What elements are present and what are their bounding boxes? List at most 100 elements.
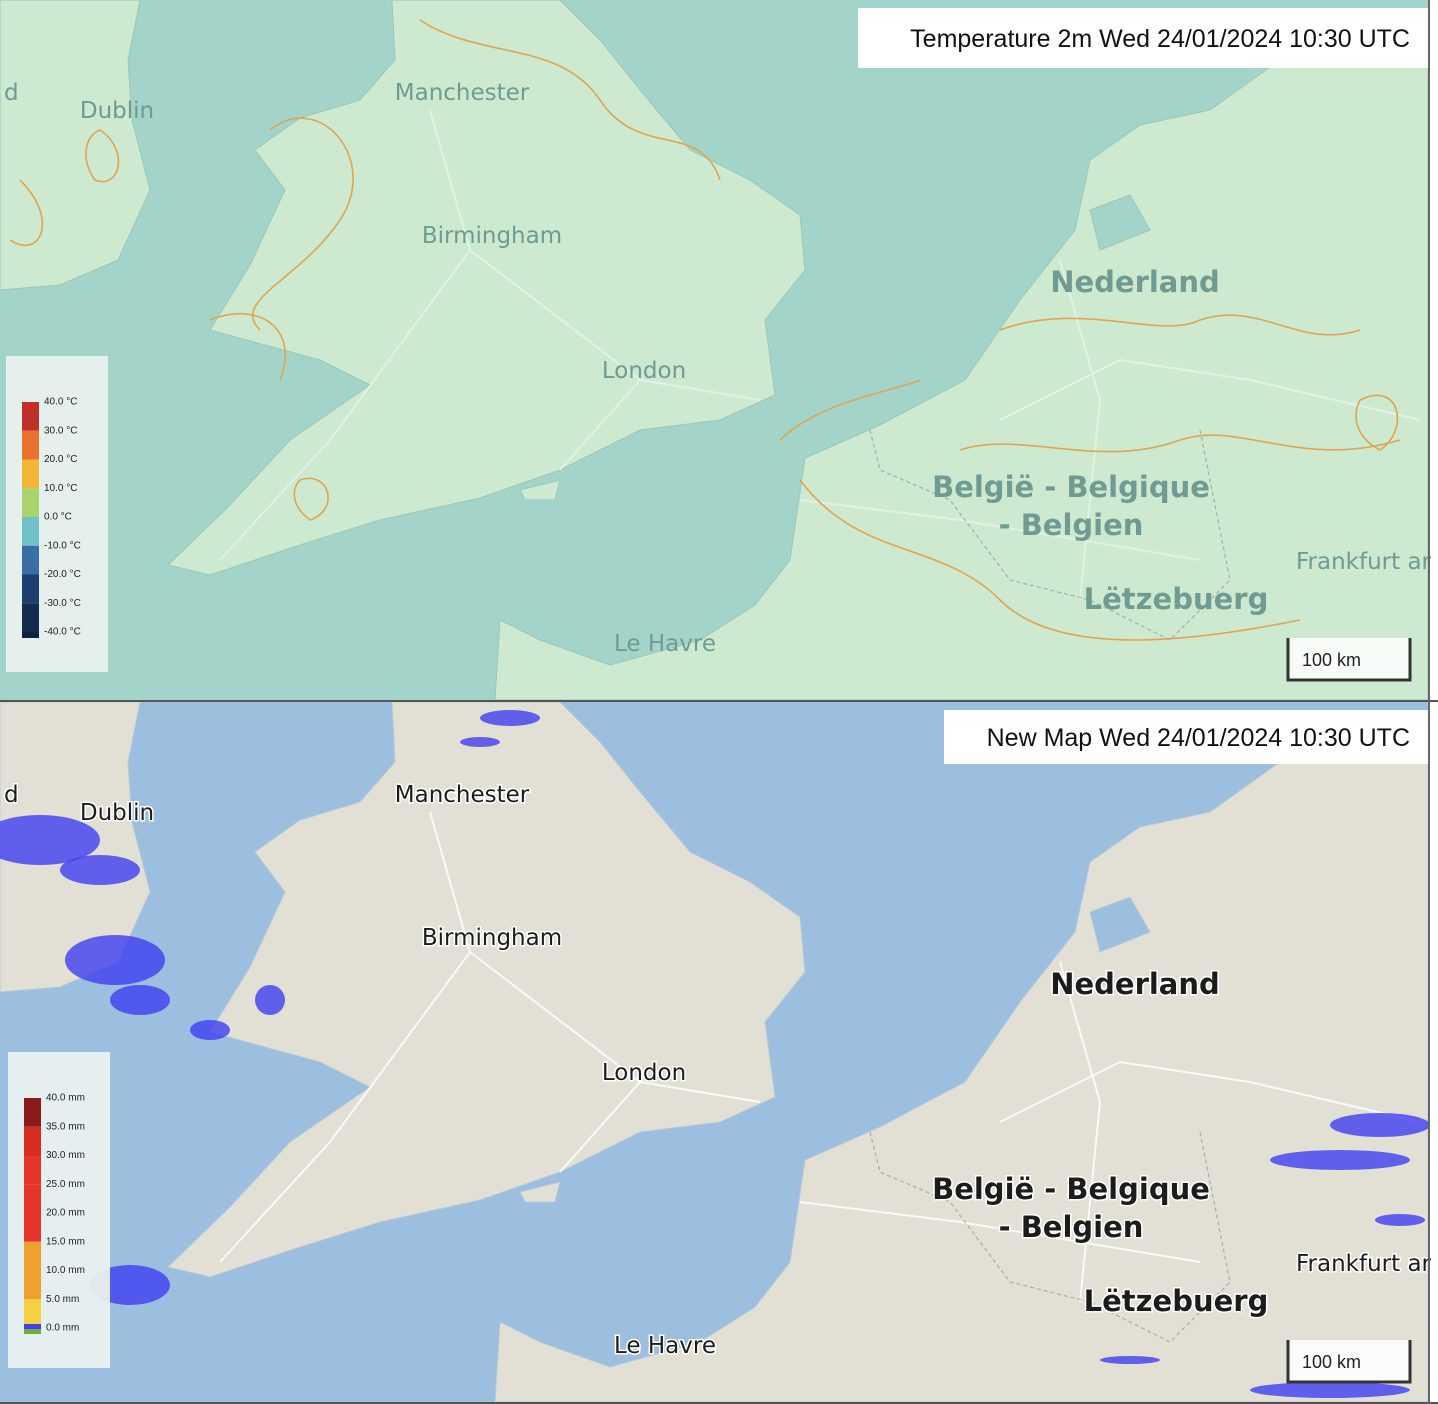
place-label: Dublin bbox=[80, 98, 154, 124]
place-label: Frankfurt ar bbox=[1296, 549, 1432, 575]
land bbox=[494, 741, 1429, 1403]
road bbox=[559, 379, 641, 471]
legend-label: 20.0 °C bbox=[44, 454, 77, 465]
place-label: Nederland bbox=[1050, 967, 1220, 1001]
legend-label: 10.0 °C bbox=[44, 483, 77, 494]
place-label: London bbox=[602, 358, 686, 384]
place-label: London bbox=[602, 1060, 686, 1086]
legend-label: 35.0 mm bbox=[46, 1121, 85, 1132]
legend-label: 0.0 mm bbox=[46, 1323, 79, 1334]
isotherm bbox=[419, 19, 721, 181]
precipitation bbox=[460, 737, 500, 747]
precipitation bbox=[1250, 1382, 1410, 1398]
road bbox=[1059, 259, 1102, 601]
place-label: Le Havre bbox=[614, 631, 716, 657]
road bbox=[799, 499, 1201, 561]
lake bbox=[1089, 896, 1151, 953]
scale-label: 100 km bbox=[1302, 1352, 1361, 1372]
isotherm bbox=[85, 129, 120, 183]
place-label: Lëtzebuerg bbox=[1084, 1284, 1269, 1318]
legend-label: 40.0 mm bbox=[46, 1093, 85, 1104]
legend-label: 30.0 °C bbox=[44, 425, 77, 436]
place-label: België - Belgique bbox=[932, 1172, 1210, 1206]
precipitation bbox=[480, 710, 540, 726]
road bbox=[999, 1060, 1421, 1123]
precipitation bbox=[60, 855, 140, 885]
legend-swatch bbox=[24, 1126, 41, 1156]
isotherm bbox=[293, 477, 329, 521]
legend-swatch bbox=[24, 1213, 41, 1242]
legend-swatch bbox=[22, 488, 39, 517]
legend-swatch bbox=[22, 459, 39, 489]
land bbox=[519, 1181, 561, 1203]
title-box bbox=[858, 8, 1428, 68]
place-label: Frankfurt ar bbox=[1296, 1251, 1432, 1277]
legend-label: 5.0 mm bbox=[46, 1294, 79, 1305]
place-label: d bbox=[4, 782, 19, 808]
legend-swatch bbox=[24, 1155, 41, 1185]
legend-swatch bbox=[24, 1324, 41, 1329]
place-label: Manchester bbox=[395, 782, 530, 808]
place-label: Nederland bbox=[1050, 265, 1220, 299]
legend-swatch bbox=[22, 517, 39, 546]
road bbox=[219, 951, 471, 1263]
legend-label: 0.0 °C bbox=[44, 512, 72, 523]
legend-swatch bbox=[24, 1328, 41, 1334]
isotherm bbox=[779, 379, 921, 441]
place-label: Lëtzebuerg bbox=[1084, 582, 1269, 616]
legend-label: -30.0 °C bbox=[44, 598, 81, 609]
title-box bbox=[944, 710, 1428, 764]
place-label: Dublin bbox=[80, 800, 154, 826]
road bbox=[219, 249, 471, 561]
isotherm bbox=[9, 179, 44, 247]
legend-label: 30.0 mm bbox=[46, 1150, 85, 1161]
legend-swatch bbox=[24, 1299, 41, 1328]
isotherm bbox=[999, 314, 1361, 336]
legend-label: -10.0 °C bbox=[44, 540, 81, 551]
legend-label: -20.0 °C bbox=[44, 569, 81, 580]
legend-swatch bbox=[22, 632, 39, 638]
legend-label: -40.0 °C bbox=[44, 627, 81, 638]
legend-swatch bbox=[24, 1098, 41, 1127]
precipitation bbox=[190, 1020, 230, 1040]
legend-swatch bbox=[22, 545, 39, 575]
legend-label: 15.0 mm bbox=[46, 1236, 85, 1247]
land bbox=[519, 479, 561, 501]
place-label: België - Belgique bbox=[932, 470, 1210, 504]
isotherm bbox=[1355, 394, 1399, 451]
road bbox=[999, 358, 1421, 421]
map-panel: d Dublin Manchester Birmingham London Nederla… bbox=[0, 702, 1438, 1404]
legend-swatch bbox=[22, 574, 39, 604]
place-label: Manchester bbox=[395, 80, 530, 106]
isotherm bbox=[209, 312, 286, 381]
road bbox=[429, 109, 761, 401]
road bbox=[429, 811, 761, 1103]
scale-box bbox=[1288, 638, 1410, 680]
precipitation bbox=[1330, 1113, 1430, 1137]
scale-bar bbox=[1286, 638, 1412, 682]
legend-label: 25.0 mm bbox=[46, 1179, 85, 1190]
map-title: Temperature 2m Wed 24/01/2024 10:30 UTC bbox=[910, 25, 1410, 53]
legend-swatch bbox=[24, 1270, 41, 1300]
place-label: - Belgien bbox=[999, 508, 1144, 542]
legend-swatch bbox=[24, 1241, 41, 1271]
precipitation bbox=[1100, 1356, 1160, 1364]
isotherm bbox=[959, 434, 1401, 453]
place-label: Birmingham bbox=[422, 223, 562, 249]
land bbox=[166, 0, 806, 576]
legend-label: 40.0 °C bbox=[44, 397, 77, 408]
legend-label: 10.0 mm bbox=[46, 1265, 85, 1276]
road bbox=[559, 1081, 641, 1173]
legend-swatch bbox=[24, 1184, 41, 1213]
place-label: Le Havre bbox=[614, 1333, 716, 1359]
scale-box bbox=[1288, 1340, 1410, 1382]
place-label: Birmingham bbox=[422, 925, 562, 951]
legend-swatch bbox=[22, 603, 39, 632]
precipitation bbox=[1270, 1150, 1410, 1170]
precipitation bbox=[65, 935, 165, 985]
map-title: New Map Wed 24/01/2024 10:30 UTC bbox=[987, 724, 1410, 752]
road bbox=[799, 1201, 1201, 1263]
legend-swatch bbox=[22, 430, 39, 460]
precipitation bbox=[110, 985, 170, 1015]
